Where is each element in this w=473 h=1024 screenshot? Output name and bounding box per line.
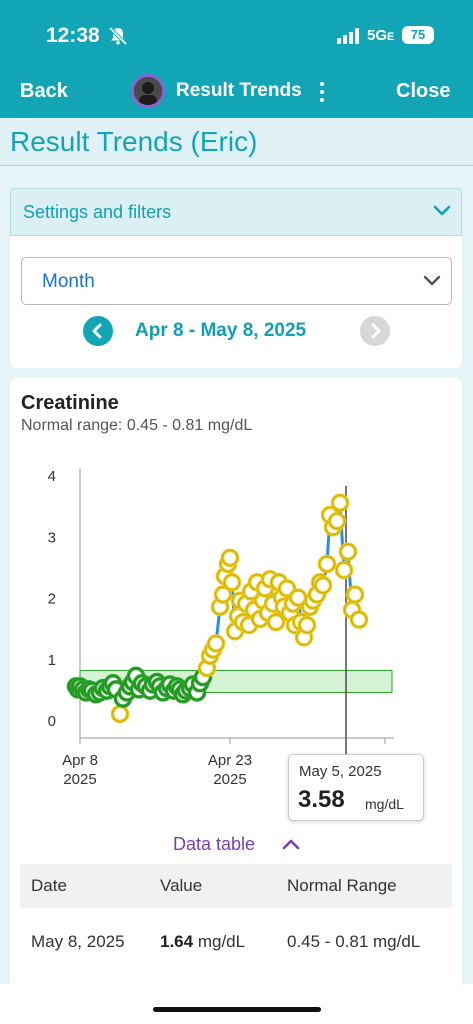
data-point-outline — [319, 556, 335, 572]
x-tick-label: Apr 8 — [62, 752, 98, 769]
silent-bell-icon — [108, 26, 128, 46]
row-date: May 8, 2025 — [31, 932, 125, 951]
settings-filters-label: Settings and filters — [23, 202, 172, 222]
trend-chart[interactable]: 0 1 2 3 4 Apr 8 2025 Apr 23 2025 — [10, 378, 462, 808]
y-tick-label: 3 — [48, 529, 56, 546]
period-select-value: Month — [42, 271, 95, 292]
data-point-outline — [279, 580, 295, 597]
page-title-bar: Result Trends (Eric) — [0, 118, 473, 166]
date-range-label: Apr 8 - May 8, 2025 — [135, 320, 307, 341]
period-select[interactable]: Month — [21, 257, 452, 305]
chart-subtitle: Normal range: 0.45 - 0.81 mg/dL — [21, 417, 253, 434]
next-period-button[interactable] — [360, 316, 390, 346]
status-time: 12:38 — [46, 24, 100, 47]
header-normal-range: Normal Range — [287, 876, 397, 895]
bottom-safe-area — [0, 984, 473, 1024]
row-value-number: 1.64 — [160, 932, 194, 951]
data-point-outline — [268, 614, 284, 630]
data-point-outline — [329, 513, 345, 530]
y-tick-label: 2 — [48, 591, 56, 608]
data-point-outline — [332, 494, 348, 511]
tooltip-unit: mg/dL — [365, 796, 404, 812]
data-point-outline — [347, 586, 363, 603]
tooltip-value: 3.58 — [298, 786, 345, 813]
chevron-down-icon — [433, 205, 451, 216]
close-button[interactable]: Close — [396, 80, 451, 102]
chevron-up-icon[interactable] — [282, 838, 300, 850]
data-point-outline — [351, 611, 367, 628]
x-tick-label: 2025 — [63, 771, 96, 788]
page-title: Result Trends (Eric) — [10, 126, 258, 157]
chevron-right-icon — [371, 323, 381, 339]
chevron-left-icon — [92, 323, 102, 339]
data-point-outline — [208, 635, 224, 652]
battery-icon: 75 — [402, 26, 434, 44]
table-header: Date Value Normal Range — [20, 864, 452, 908]
settings-filters-toggle[interactable]: Settings and filters — [10, 188, 462, 236]
network-type: 5GE — [367, 27, 395, 44]
chart-title: Creatinine — [21, 392, 119, 414]
y-tick-label: 4 — [48, 468, 56, 485]
y-tick-label: 1 — [48, 652, 56, 669]
data-point-outline — [299, 617, 315, 634]
header-date: Date — [31, 876, 67, 895]
header-value: Value — [160, 876, 203, 895]
tooltip-date: May 5, 2025 — [299, 763, 382, 780]
data-point-outline — [224, 574, 240, 591]
x-tick-label: 2025 — [213, 771, 246, 788]
data-point-outline — [336, 562, 352, 578]
row-normal-range: 0.45 - 0.81 mg/dL — [287, 932, 421, 951]
data-point-outline — [315, 577, 331, 594]
back-button[interactable]: Back — [20, 80, 68, 102]
data-point-outline — [215, 586, 231, 603]
nav-title: Result Trends — [176, 80, 302, 101]
status-bar: 12:38 5GE 75 — [0, 0, 473, 70]
filter-card: Month Apr 8 - May 8, 2025 — [10, 236, 462, 368]
y-tick-label: 0 — [48, 713, 56, 730]
user-photo-icon — [134, 77, 162, 105]
data-point-outline — [340, 543, 356, 560]
x-tick-label: Apr 23 — [208, 752, 252, 769]
data-point-outline — [222, 549, 238, 566]
row-value-unit: mg/dL — [197, 932, 246, 951]
nav-bar: Back Result Trends Close — [0, 70, 473, 118]
home-indicator — [153, 1007, 321, 1012]
more-options-icon[interactable] — [316, 79, 328, 105]
chart-card: Creatinine Normal range: 0.45 - 0.81 mg/… — [10, 378, 462, 998]
cellular-signal-icon — [337, 28, 361, 44]
previous-period-button[interactable] — [83, 316, 113, 346]
chevron-down-icon — [423, 275, 441, 286]
data-table-toggle[interactable]: Data table — [173, 834, 256, 854]
row-value: 1.64 mg/dL — [160, 930, 270, 954]
chart-tooltip: May 5, 2025 3.58 mg/dL — [288, 754, 424, 821]
avatar[interactable] — [131, 74, 165, 108]
